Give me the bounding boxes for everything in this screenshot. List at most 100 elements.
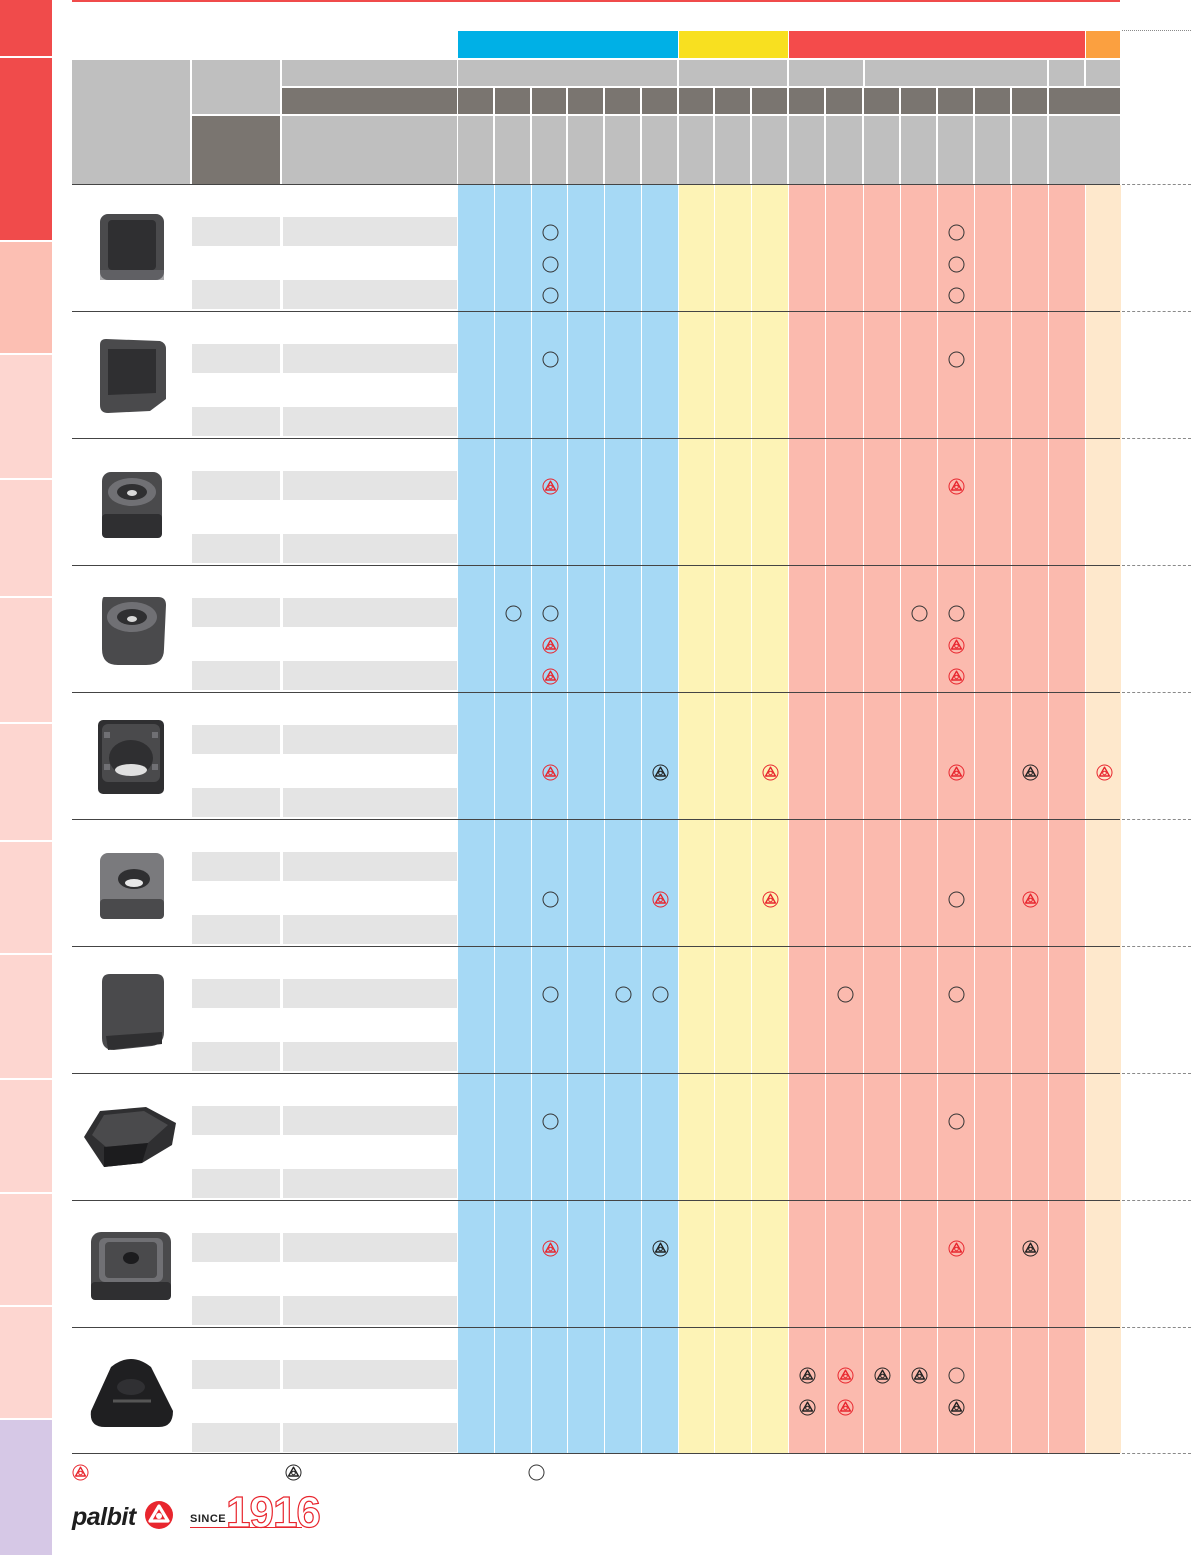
header-grade-value-cell bbox=[938, 116, 973, 184]
code-cell-shaded bbox=[192, 471, 280, 500]
header-grade-value-cell bbox=[532, 116, 566, 184]
legend-circle-icon bbox=[528, 1464, 545, 1481]
code-cell-shaded bbox=[192, 344, 280, 373]
code-cell-shaded bbox=[192, 1423, 280, 1452]
header-grade-cell bbox=[605, 88, 640, 114]
black-triangle-mark-icon bbox=[1022, 764, 1039, 781]
black-triangle-mark-icon bbox=[799, 1367, 816, 1384]
code-cell-shaded bbox=[192, 534, 280, 563]
row-separator bbox=[72, 184, 1120, 185]
table-bottom-line bbox=[72, 1453, 1120, 1454]
header-grade-cell bbox=[532, 88, 566, 114]
circle-mark-icon bbox=[948, 1367, 965, 1384]
row-separator-dashed bbox=[1122, 1200, 1191, 1201]
header-grade-cell bbox=[679, 88, 713, 114]
header-grade-cell-wide bbox=[1049, 88, 1120, 114]
top-dashed-rule bbox=[1122, 30, 1191, 31]
desc-cell-shaded bbox=[283, 725, 457, 754]
row-separator-dashed bbox=[1122, 946, 1191, 947]
insert-image bbox=[72, 707, 190, 807]
row-separator bbox=[72, 311, 1120, 312]
circle-mark-icon bbox=[948, 891, 965, 908]
header-code-cell-dark bbox=[192, 116, 280, 184]
red-triangle-mark-icon bbox=[542, 1240, 559, 1257]
header-desc-cell-lower bbox=[282, 116, 457, 184]
row-separator bbox=[72, 1073, 1120, 1074]
header-grade-value-cell bbox=[1012, 116, 1047, 184]
insert-image bbox=[72, 453, 190, 553]
red-triangle-mark-icon bbox=[948, 668, 965, 685]
desc-cell-shaded bbox=[283, 1233, 457, 1262]
since-underline bbox=[190, 1527, 302, 1528]
header-desc-cell-dark bbox=[282, 88, 457, 114]
desc-cell-shaded bbox=[283, 280, 457, 309]
code-cell-shaded bbox=[192, 280, 280, 309]
insert-image bbox=[72, 1215, 190, 1315]
row-separator-dashed bbox=[1122, 311, 1191, 312]
red-triangle-mark-icon bbox=[542, 668, 559, 685]
code-cell-shaded bbox=[192, 915, 280, 944]
code-cell-shaded bbox=[192, 1106, 280, 1135]
header-group-cell bbox=[458, 60, 677, 86]
red-triangle-mark-icon bbox=[948, 478, 965, 495]
code-cell-shaded bbox=[192, 1169, 280, 1198]
sidebar-tab-10 bbox=[0, 1080, 52, 1192]
table-bottom-dashed bbox=[1122, 1453, 1191, 1454]
black-triangle-mark-icon bbox=[948, 1399, 965, 1416]
code-cell-shaded bbox=[192, 598, 280, 627]
insert-image bbox=[72, 326, 190, 426]
sidebar-tab-13 bbox=[0, 1420, 52, 1555]
insert-image bbox=[72, 1342, 190, 1442]
black-triangle-mark-icon bbox=[652, 764, 669, 781]
red-triangle-mark-icon bbox=[948, 1240, 965, 1257]
header-grade-cell bbox=[938, 88, 973, 114]
insert-image bbox=[72, 199, 190, 299]
row-separator bbox=[72, 565, 1120, 566]
desc-cell-shaded bbox=[283, 344, 457, 373]
header-grade-value-cell bbox=[975, 116, 1010, 184]
header-grade-cell bbox=[495, 88, 530, 114]
code-cell-shaded bbox=[192, 1360, 280, 1389]
header-grade-value-cell-wide bbox=[1049, 116, 1120, 184]
circle-mark-icon bbox=[948, 224, 965, 241]
code-cell-shaded bbox=[192, 1042, 280, 1071]
circle-mark-icon bbox=[542, 287, 559, 304]
header-grade-cell bbox=[1012, 88, 1047, 114]
header-grade-cell bbox=[568, 88, 603, 114]
circle-mark-icon bbox=[948, 287, 965, 304]
red-triangle-mark-icon bbox=[1022, 891, 1039, 908]
desc-cell-shaded bbox=[283, 407, 457, 436]
header-grade-value-cell bbox=[752, 116, 787, 184]
circle-mark-icon bbox=[837, 986, 854, 1003]
iso-p-bar bbox=[458, 31, 678, 58]
iso-k-bar bbox=[789, 31, 1085, 58]
header-group-cell bbox=[679, 60, 787, 86]
black-triangle-mark-icon bbox=[1022, 1240, 1039, 1257]
circle-mark-icon bbox=[948, 986, 965, 1003]
header-grade-cell bbox=[901, 88, 936, 114]
header-grade-cell bbox=[864, 88, 899, 114]
insert-square-chamfer-icon bbox=[100, 214, 164, 280]
header-image-cell bbox=[72, 60, 190, 184]
header-grade-cell bbox=[975, 88, 1010, 114]
row-separator-dashed bbox=[1122, 819, 1191, 820]
circle-mark-icon bbox=[542, 891, 559, 908]
iso-m-bar bbox=[679, 31, 788, 58]
circle-mark-icon bbox=[948, 351, 965, 368]
brand-symbol-icon bbox=[144, 1500, 174, 1530]
circle-mark-icon bbox=[542, 351, 559, 368]
top-rule bbox=[72, 0, 1120, 2]
desc-cell-shaded bbox=[283, 1106, 457, 1135]
code-cell-shaded bbox=[192, 788, 280, 817]
circle-mark-icon bbox=[948, 256, 965, 273]
header-grade-value-cell bbox=[568, 116, 603, 184]
red-triangle-mark-icon bbox=[542, 478, 559, 495]
header-grade-value-cell bbox=[495, 116, 530, 184]
insert-image bbox=[72, 580, 190, 680]
desc-cell-shaded bbox=[283, 1296, 457, 1325]
circle-mark-icon bbox=[615, 986, 632, 1003]
code-cell-shaded bbox=[192, 1233, 280, 1262]
desc-cell-shaded bbox=[283, 915, 457, 944]
code-cell-shaded bbox=[192, 725, 280, 754]
code-cell-shaded bbox=[192, 217, 280, 246]
